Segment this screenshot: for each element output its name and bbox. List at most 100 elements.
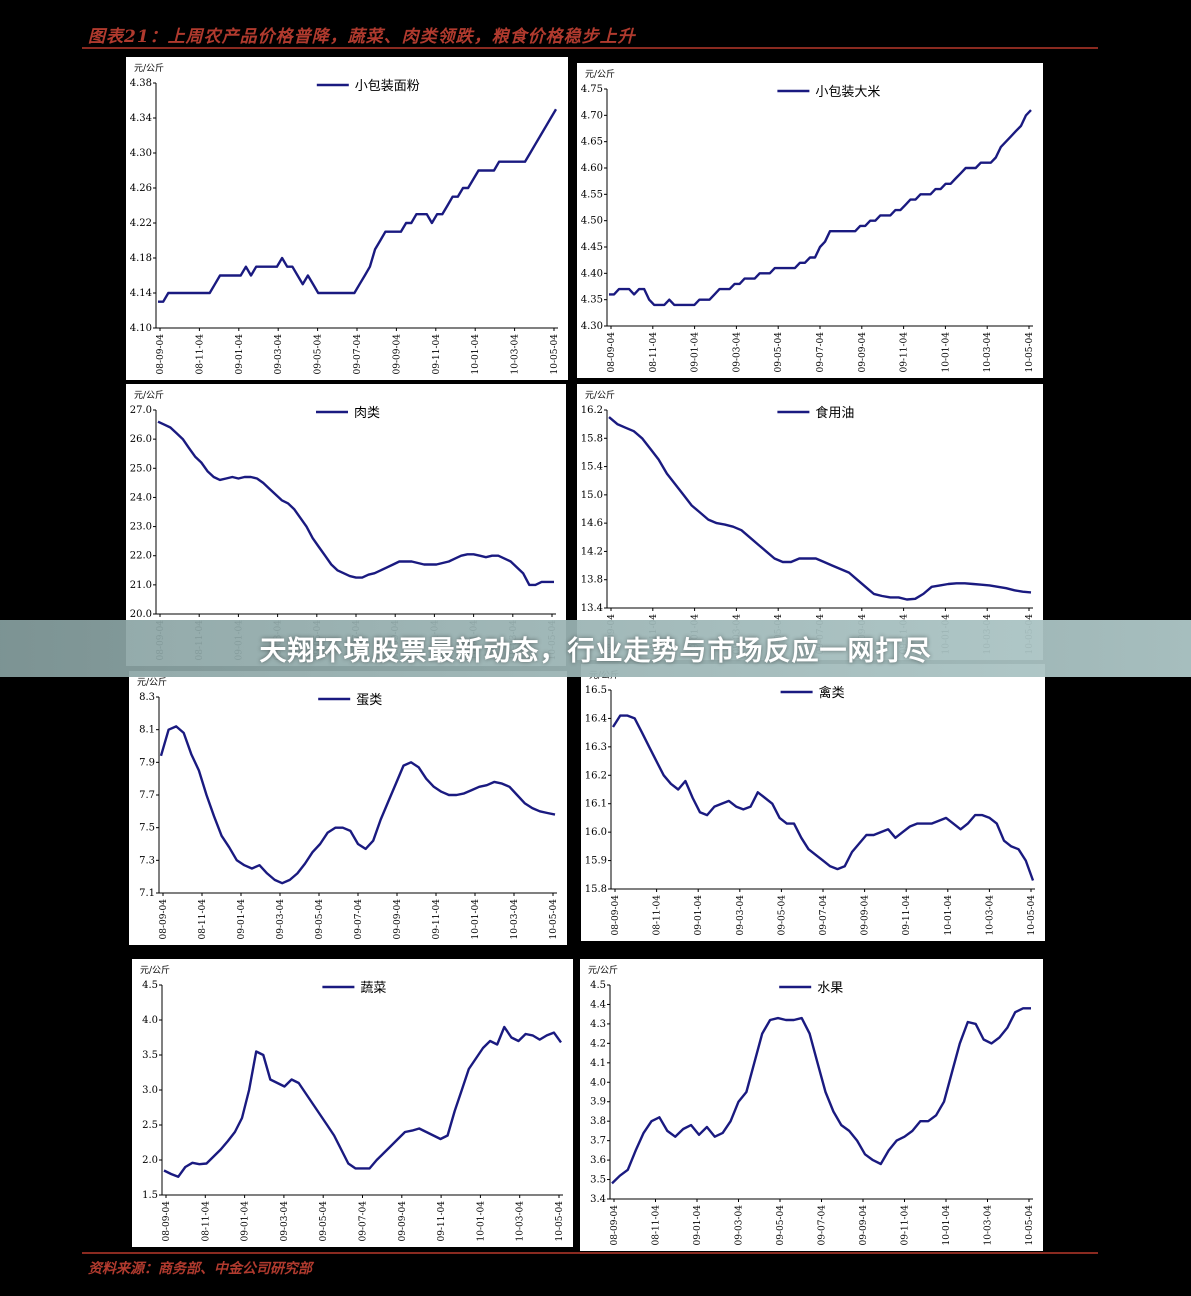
y-tick-label: 4.0 bbox=[142, 1015, 158, 1026]
y-tick-label: 21.0 bbox=[130, 580, 152, 591]
unit-label: 元/公斤 bbox=[585, 390, 615, 401]
x-tick-label: 09-05-04 bbox=[315, 899, 325, 940]
x-tick-label: 09-01-04 bbox=[241, 1201, 251, 1242]
x-tick-label: 08-11-04 bbox=[649, 332, 659, 373]
x-tick-label: 09-11-04 bbox=[900, 332, 910, 373]
y-tick-label: 4.70 bbox=[581, 110, 603, 121]
unit-label: 元/公斤 bbox=[588, 965, 618, 976]
y-tick-label: 7.9 bbox=[139, 757, 155, 768]
y-tick-label: 4.30 bbox=[581, 321, 603, 332]
x-tick-label: 10-01-04 bbox=[471, 899, 481, 940]
y-tick-label: 3.4 bbox=[590, 1194, 606, 1205]
x-tick-label: 08-11-04 bbox=[198, 899, 208, 940]
y-tick-label: 22.0 bbox=[130, 551, 152, 562]
y-tick-label: 16.3 bbox=[585, 742, 607, 753]
x-tick-label: 08-09-04 bbox=[607, 332, 617, 373]
x-tick-label: 09-09-04 bbox=[858, 332, 868, 373]
unit-label: 元/公斤 bbox=[134, 390, 164, 401]
x-tick-label: 10-05-04 bbox=[555, 1201, 565, 1242]
source-note: 资料来源：商务部、中金公司研究部 bbox=[88, 1261, 312, 1277]
x-tick-label: 09-09-04 bbox=[861, 895, 871, 936]
y-tick-label: 8.3 bbox=[139, 692, 155, 703]
x-tick-label: 10-01-04 bbox=[471, 334, 481, 375]
legend-label: 蔬菜 bbox=[360, 981, 386, 996]
x-tick-label: 09-11-04 bbox=[902, 895, 912, 936]
y-tick-label: 7.1 bbox=[139, 888, 155, 899]
legend-label: 禽类 bbox=[819, 685, 845, 701]
y-tick-label: 7.5 bbox=[139, 823, 155, 834]
top-rule bbox=[82, 47, 1098, 49]
x-tick-label: 09-07-04 bbox=[819, 895, 829, 936]
series-line bbox=[157, 420, 554, 587]
x-tick-label: 09-07-04 bbox=[354, 899, 364, 940]
y-tick-label: 4.60 bbox=[581, 163, 603, 174]
y-tick-label: 16.1 bbox=[585, 799, 607, 810]
x-tick-label: 09-03-04 bbox=[274, 334, 284, 375]
x-tick-label: 10-01-04 bbox=[941, 332, 951, 373]
legend-label: 蛋类 bbox=[356, 693, 382, 708]
x-tick-label: 10-03-04 bbox=[983, 332, 993, 373]
y-tick-label: 4.5 bbox=[590, 980, 606, 991]
x-tick-label: 09-05-04 bbox=[774, 332, 784, 373]
x-tick-label: 09-01-04 bbox=[235, 334, 245, 375]
x-tick-label: 08-11-04 bbox=[201, 1201, 211, 1242]
y-tick-label: 3.6 bbox=[590, 1155, 606, 1166]
unit-label: 元/公斤 bbox=[140, 965, 170, 976]
x-tick-label: 10-01-04 bbox=[476, 1201, 486, 1242]
x-tick-label: 10-03-04 bbox=[510, 899, 520, 940]
y-tick-label: 13.8 bbox=[581, 575, 603, 586]
chart-svg-eggs: 元/公斤 7.1 7.3 7.5 7.7 7.9 8.1 8.3 08-09-04 08-11-0… bbox=[137, 677, 559, 940]
y-tick-label: 15.4 bbox=[581, 462, 603, 473]
x-tick-label: 09-03-04 bbox=[735, 1205, 745, 1246]
series-line bbox=[609, 109, 1032, 307]
y-tick-label: 16.4 bbox=[585, 713, 607, 724]
y-tick-label: 16.5 bbox=[585, 685, 607, 696]
x-tick-label: 09-01-04 bbox=[237, 899, 247, 940]
y-tick-label: 26.0 bbox=[130, 434, 152, 445]
x-tick-label: 10-03-04 bbox=[511, 334, 521, 375]
y-tick-label: 4.75 bbox=[581, 84, 603, 95]
y-tick-label: 4.30 bbox=[130, 148, 152, 159]
legend-label: 食用油 bbox=[815, 405, 854, 421]
chart-svg-flour: 元/公斤 4.10 4.14 4.18 4.22 4.26 4.30 4.34 4.38 08-0… bbox=[130, 63, 560, 375]
chart-svg-fruit: 元/公斤 3.4 3.5 3.6 3.7 3.8 3.9 4.0 4.1 4.2 4.3 4.4 4.5… bbox=[588, 965, 1035, 1246]
x-tick-label: 08-11-04 bbox=[653, 895, 663, 936]
legend-label: 水果 bbox=[817, 981, 843, 996]
y-tick-label: 24.0 bbox=[130, 492, 152, 503]
y-tick-label: 15.0 bbox=[581, 490, 603, 501]
x-tick-label: 09-09-04 bbox=[392, 334, 402, 375]
x-tick-label: 09-07-04 bbox=[816, 332, 826, 373]
y-tick-label: 8.1 bbox=[139, 725, 155, 736]
y-tick-label: 4.38 bbox=[130, 78, 152, 89]
y-tick-label: 16.0 bbox=[585, 827, 607, 838]
x-tick-label: 10-05-04 bbox=[1025, 332, 1035, 373]
x-tick-label: 09-09-04 bbox=[398, 1201, 408, 1242]
x-tick-label: 08-11-04 bbox=[652, 1205, 662, 1246]
x-tick-label: 09-11-04 bbox=[437, 1201, 447, 1242]
x-tick-label: 09-07-04 bbox=[359, 1201, 369, 1242]
x-tick-label: 09-03-04 bbox=[276, 899, 286, 940]
x-tick-label: 10-01-04 bbox=[944, 895, 954, 936]
y-tick-label: 7.7 bbox=[139, 790, 155, 801]
y-tick-label: 3.0 bbox=[142, 1085, 158, 1096]
y-tick-label: 16.2 bbox=[585, 770, 607, 781]
y-tick-label: 15.8 bbox=[581, 433, 603, 444]
x-tick-label: 10-05-04 bbox=[550, 334, 560, 375]
y-tick-label: 3.8 bbox=[590, 1116, 606, 1127]
x-tick-label: 10-03-04 bbox=[985, 895, 995, 936]
x-tick-label: 10-05-04 bbox=[1025, 1205, 1035, 1246]
x-tick-label: 08-09-04 bbox=[156, 334, 166, 375]
y-tick-label: 13.4 bbox=[581, 603, 603, 614]
y-tick-label: 4.26 bbox=[130, 183, 152, 194]
chart-svg-oil: 元/公斤13.413.814.214.615.015.415.816.208-0… bbox=[581, 390, 1035, 654]
unit-label: 元/公斤 bbox=[585, 69, 615, 80]
news-banner: 天翔环境股票最新动态，行业走势与市场反应一网打尽 bbox=[0, 620, 1191, 677]
y-tick-label: 4.65 bbox=[581, 137, 603, 148]
chart-panel-oil: 元/公斤13.413.814.214.615.015.415.816.208-0… bbox=[577, 384, 1043, 660]
x-tick-label: 08-09-04 bbox=[610, 1205, 620, 1246]
x-tick-label: 08-09-04 bbox=[162, 1201, 172, 1242]
x-tick-label: 10-03-04 bbox=[984, 1205, 994, 1246]
chart-panel-eggs: 元/公斤 7.1 7.3 7.5 7.7 7.9 8.1 8.3 08-09-04 08-11-0… bbox=[129, 671, 567, 945]
x-tick-label: 09-01-04 bbox=[693, 1205, 703, 1246]
unit-label: 元/公斤 bbox=[137, 677, 167, 688]
